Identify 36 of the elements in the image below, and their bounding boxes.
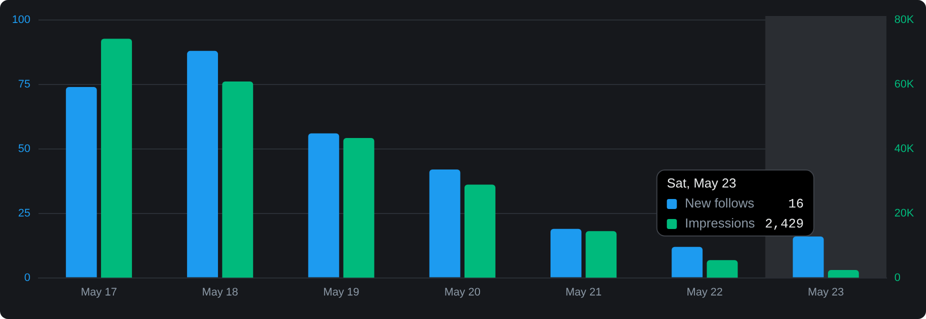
x-tick-label: May 22 <box>686 286 723 298</box>
legend-label: Impressions <box>684 216 756 231</box>
annotation: 2,429 <box>764 216 804 232</box>
y-tick-label: 50 <box>18 142 30 155</box>
y-tick-label: 100 <box>12 14 30 26</box>
y2-tick-label: 80K <box>894 14 915 26</box>
y2-tick-label: 0 <box>894 272 901 284</box>
y-tick-label: 25 <box>18 207 30 220</box>
bar <box>187 50 218 278</box>
bar <box>586 231 617 278</box>
y2-tick-label: 20K <box>894 207 915 220</box>
annotation: Sat, May 23 <box>666 176 736 191</box>
x-tick-label: May 23 <box>808 286 844 298</box>
y-tick-label: 75 <box>18 78 30 90</box>
x-tick-label: May 21 <box>566 286 602 298</box>
legend-label: New follows <box>684 196 755 211</box>
bar <box>792 236 824 278</box>
bar <box>706 260 738 278</box>
x-tick-label: May 19 <box>323 286 360 298</box>
y2-tick-label: 40K <box>894 142 915 155</box>
y2-tick-label: 60K <box>894 78 915 90</box>
x-tick-label: May 17 <box>80 286 117 298</box>
bar <box>464 184 496 278</box>
bar <box>101 38 132 278</box>
bar <box>672 246 703 278</box>
bar <box>66 87 97 278</box>
x-tick-label: May 18 <box>202 286 238 298</box>
bar <box>308 133 340 278</box>
bar <box>828 270 859 278</box>
bar <box>550 228 582 278</box>
bar <box>343 138 374 278</box>
bar <box>429 170 460 278</box>
bar <box>222 82 254 278</box>
x-tick-label: May 20 <box>444 286 480 298</box>
annotation: 16 <box>788 196 804 212</box>
y-tick-label: 0 <box>24 272 30 284</box>
